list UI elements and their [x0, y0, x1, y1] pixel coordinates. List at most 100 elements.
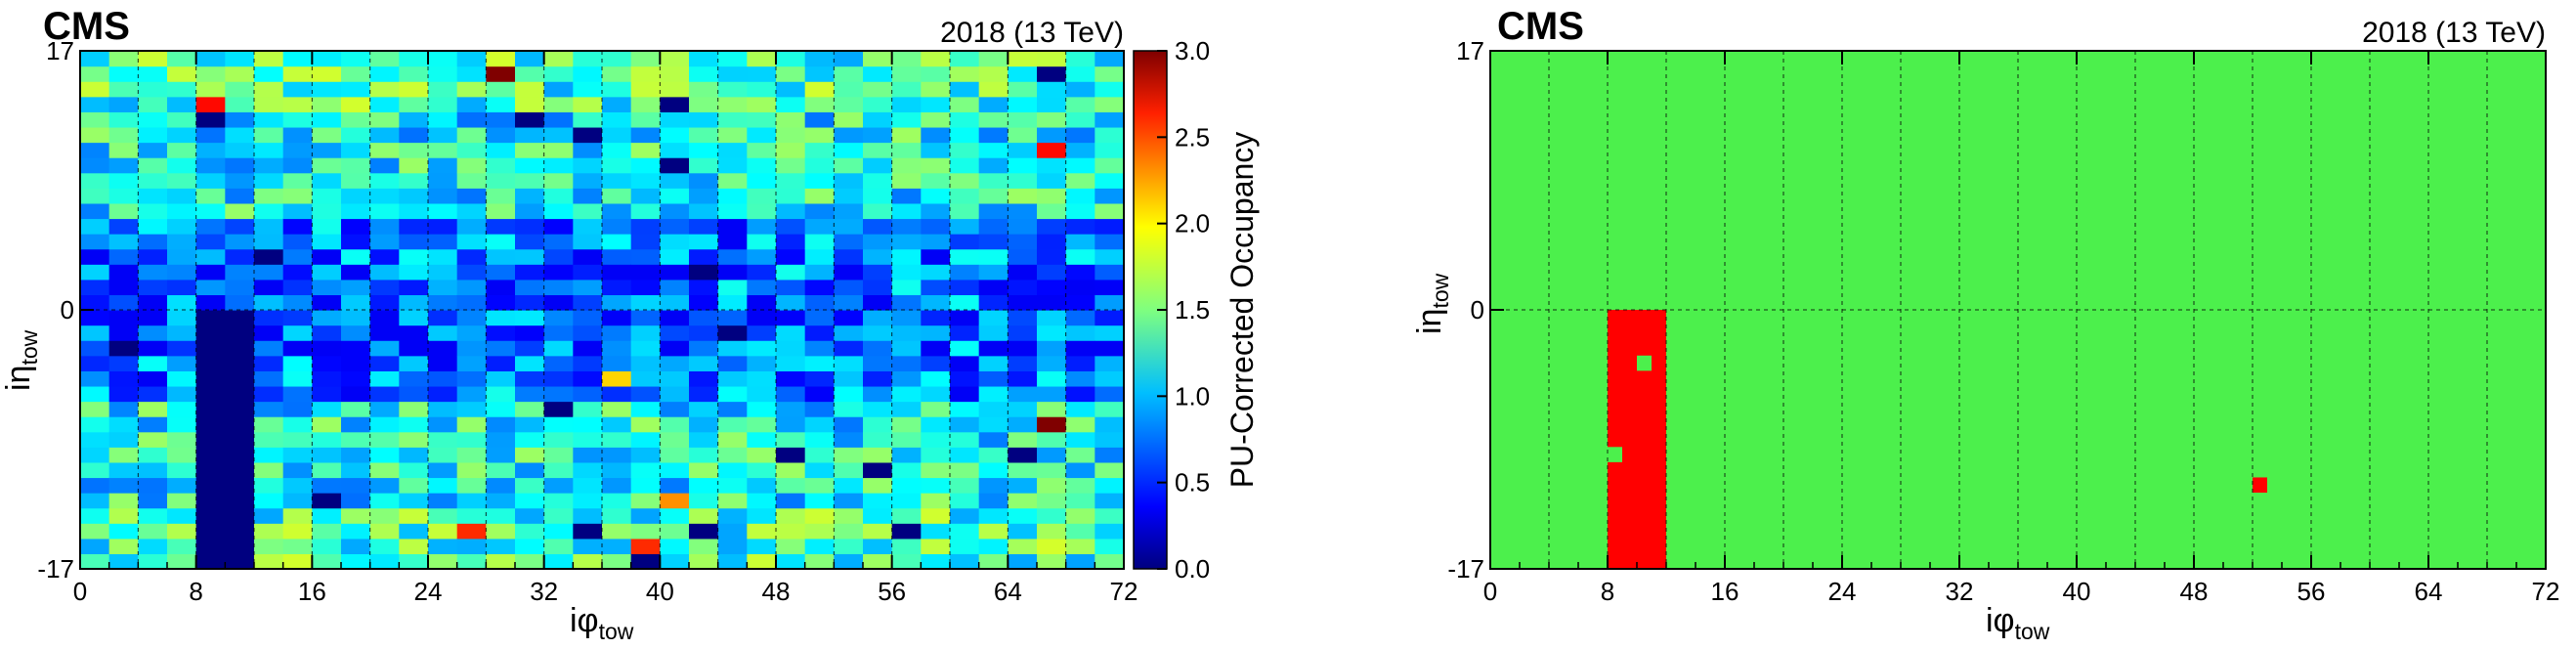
heatmap-cell — [399, 202, 429, 220]
heatmap-cell — [747, 538, 777, 555]
heatmap-cell — [138, 324, 168, 341]
heatmap-cell — [282, 202, 313, 220]
heatmap-cell — [921, 431, 951, 448]
heatmap-cell — [921, 385, 951, 403]
heatmap-cell — [630, 310, 661, 326]
heatmap-cell — [804, 324, 835, 341]
heatmap-cell — [369, 385, 400, 403]
heatmap-cell — [573, 279, 603, 296]
heatmap-cell — [195, 310, 226, 326]
heatmap-cell — [1095, 493, 1125, 509]
heatmap-cell — [486, 340, 516, 357]
heatmap-cell — [515, 51, 545, 67]
heatmap-cell — [834, 157, 864, 174]
heatmap-cell — [573, 416, 603, 433]
heatmap-cell — [80, 126, 110, 144]
heatmap-cell — [978, 248, 1009, 265]
heatmap-cell — [660, 218, 690, 235]
heatmap-cell — [630, 355, 661, 371]
heatmap-cell — [834, 126, 864, 144]
heatmap-cell — [573, 340, 603, 357]
heatmap-cell — [108, 324, 139, 341]
heatmap-cell — [717, 218, 748, 235]
heatmap-cell — [341, 416, 371, 433]
heatmap-cell — [456, 447, 487, 463]
heatmap-cell — [543, 416, 574, 433]
heatmap-cell — [921, 493, 951, 509]
heatmap-cell — [776, 310, 806, 326]
heatmap-cell — [254, 324, 284, 341]
heatmap-cell — [921, 507, 951, 524]
heatmap-cell — [399, 218, 429, 235]
heatmap-cell — [543, 172, 574, 189]
heatmap-cell — [399, 81, 429, 98]
heatmap-cell — [602, 507, 632, 524]
heatmap-cell — [312, 65, 342, 82]
heatmap-cell — [804, 248, 835, 265]
heatmap-cell — [602, 279, 632, 296]
colorbar-tick-label: 3.0 — [1175, 36, 1210, 65]
heatmap-cell — [1037, 157, 1067, 174]
heatmap-cell — [834, 218, 864, 235]
heatmap-cell — [543, 553, 574, 570]
heatmap-cell — [863, 507, 893, 524]
heatmap-cell — [399, 493, 429, 509]
heatmap-cell — [834, 248, 864, 265]
heatmap-cell — [543, 142, 574, 158]
heatmap-cell — [138, 264, 168, 281]
heatmap-cell — [1095, 51, 1125, 67]
heatmap-cell — [225, 279, 255, 296]
heatmap-cell — [254, 234, 284, 250]
right-x-axis-title: iφtow — [1986, 602, 2050, 644]
heatmap-cell — [341, 51, 371, 67]
heatmap-cell — [834, 264, 864, 281]
left-heatmap-cells — [80, 51, 1125, 570]
heatmap-cell — [863, 340, 893, 357]
heatmap-cell — [834, 538, 864, 555]
heatmap-cell — [717, 51, 748, 67]
heatmap-cell — [195, 248, 226, 265]
heatmap-cell — [282, 65, 313, 82]
x-tick-label: 48 — [2180, 577, 2209, 606]
heatmap-cell — [660, 248, 690, 265]
heatmap-cell — [834, 477, 864, 494]
heatmap-cell — [776, 385, 806, 403]
heatmap-cell — [80, 553, 110, 570]
heatmap-cell — [282, 310, 313, 326]
heatmap-cell — [1095, 340, 1125, 357]
heatmap-cell — [717, 279, 748, 296]
heatmap-cell — [80, 370, 110, 387]
heatmap-cell — [399, 310, 429, 326]
heatmap-cell — [863, 234, 893, 250]
heatmap-cell — [225, 477, 255, 494]
heatmap-cell — [689, 126, 719, 144]
heatmap-cell — [1008, 493, 1038, 509]
heatmap-cell — [950, 310, 980, 326]
heatmap-cell — [282, 126, 313, 144]
heatmap-cell — [341, 65, 371, 82]
heatmap-cell — [863, 142, 893, 158]
heatmap-cell — [717, 340, 748, 357]
heatmap-cell — [543, 157, 574, 174]
heatmap-cell — [1037, 461, 1067, 479]
left-panel: CMS 2018 (13 TeV) 0 8 16 24 32 40 48 56 64 72-170… — [0, 5, 1260, 644]
heatmap-cell — [747, 461, 777, 479]
heatmap-cell — [602, 385, 632, 403]
heatmap-cell — [341, 111, 371, 128]
heatmap-cell — [80, 523, 110, 540]
heatmap-cell — [312, 81, 342, 98]
right-grid — [1490, 51, 2546, 569]
heatmap-cell — [573, 248, 603, 265]
heatmap-cell — [341, 461, 371, 479]
heatmap-cell — [138, 523, 168, 540]
heatmap-cell — [834, 461, 864, 479]
heatmap-cell — [312, 248, 342, 265]
heatmap-cell — [138, 431, 168, 448]
heatmap-cell — [341, 477, 371, 494]
heatmap-cell — [804, 142, 835, 158]
heatmap-cell — [950, 370, 980, 387]
heatmap-cell — [312, 355, 342, 371]
heatmap-cell — [456, 111, 487, 128]
heatmap-cell — [282, 264, 313, 281]
colorbar-tick-label: 2.5 — [1175, 122, 1210, 151]
